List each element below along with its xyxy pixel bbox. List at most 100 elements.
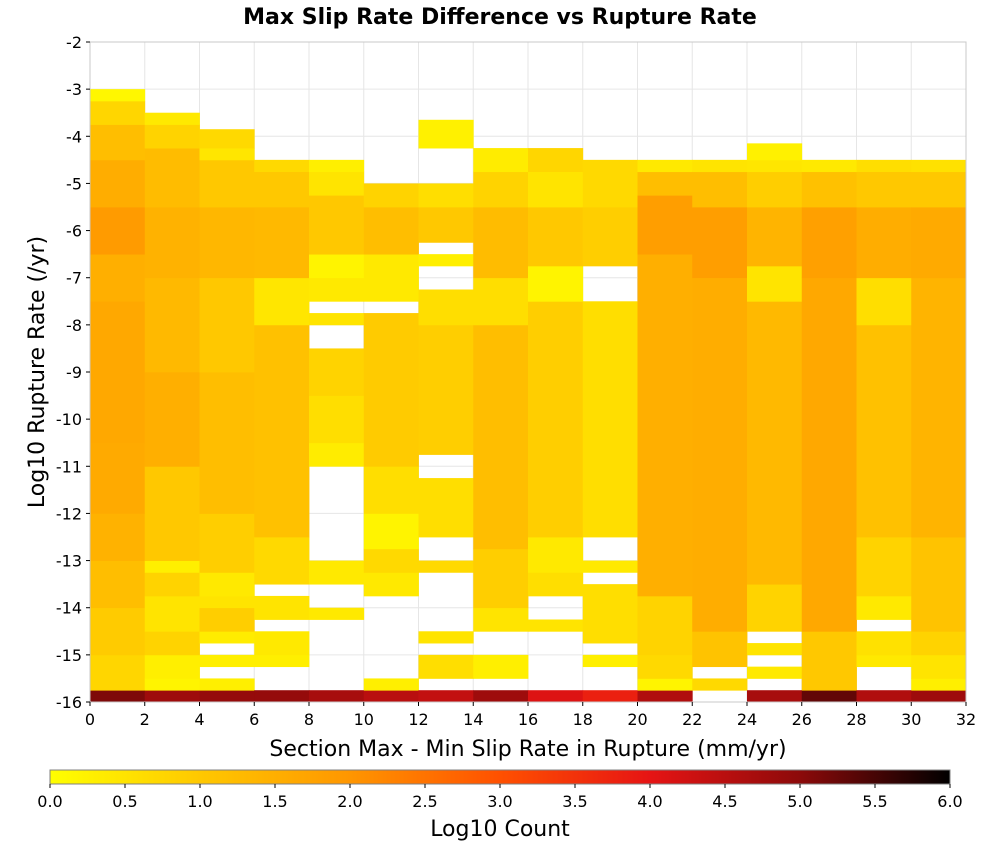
colorbar-tick-label: 3.0 xyxy=(487,792,512,811)
heatmap-cell xyxy=(199,631,255,644)
heatmap-cell xyxy=(309,277,365,302)
x-tick-label: 24 xyxy=(737,710,757,729)
heatmap-cell xyxy=(199,595,255,609)
colorbar-tick-label: 0.5 xyxy=(112,792,137,811)
heatmap-cell xyxy=(90,254,146,302)
y-tick-label: -12 xyxy=(56,504,82,523)
y-tick-label: -7 xyxy=(66,269,82,288)
heatmap-cell xyxy=(911,537,967,632)
heatmap-cell xyxy=(418,207,474,243)
heatmap-cell xyxy=(199,690,255,703)
x-tick-label: 30 xyxy=(901,710,921,729)
heatmap-cell xyxy=(856,631,912,656)
heatmap-cell xyxy=(528,572,584,597)
y-axis-title: Log10 Rupture Rate (/yr) xyxy=(25,236,50,508)
heatmap-cell xyxy=(199,277,255,373)
heatmap-cell xyxy=(199,159,255,208)
colorbar-tick-label: 6.0 xyxy=(937,792,962,811)
heatmap-cell xyxy=(363,548,419,573)
heatmap-cell xyxy=(90,560,146,609)
heatmap-cell xyxy=(363,183,419,208)
heatmap-cell xyxy=(144,560,200,573)
heatmap-cell xyxy=(90,207,146,255)
heatmap-cell xyxy=(144,112,200,125)
heatmap-cell xyxy=(363,572,419,597)
heatmap-cell xyxy=(637,171,693,196)
x-tick-label: 26 xyxy=(792,710,812,729)
x-tick-label: 16 xyxy=(518,710,538,729)
heatmap-cell xyxy=(911,277,967,538)
heatmap-cell xyxy=(254,690,310,703)
x-tick-label: 4 xyxy=(194,710,204,729)
heatmap-cell xyxy=(418,324,474,455)
heatmap-cell xyxy=(856,171,912,208)
heatmap-cell xyxy=(637,678,693,691)
heatmap-cell xyxy=(911,171,967,208)
heatmap-cell xyxy=(199,678,255,691)
heatmap-cell xyxy=(637,254,693,597)
y-tick-label: -2 xyxy=(66,33,82,52)
heatmap-cell xyxy=(856,537,912,597)
heatmap-cell xyxy=(254,277,310,326)
heatmap-cell xyxy=(473,654,529,679)
heatmap-cell xyxy=(528,537,584,573)
heatmap-cell xyxy=(90,654,146,691)
colorbar-tick-label: 4.5 xyxy=(712,792,737,811)
heatmap-cell xyxy=(582,159,638,208)
heatmap-cell xyxy=(144,572,200,597)
x-tick-label: 10 xyxy=(354,710,374,729)
colorbar-tick-label: 2.5 xyxy=(412,792,437,811)
heatmap-cell xyxy=(309,159,365,173)
heatmap-cell xyxy=(473,690,529,703)
colorbar-tick-label: 5.5 xyxy=(862,792,887,811)
heatmap-cell xyxy=(747,666,803,679)
heatmap-cell xyxy=(911,654,967,679)
heatmap-cell xyxy=(144,690,200,703)
heatmap-cell xyxy=(309,348,365,396)
heatmap-cell xyxy=(90,442,146,514)
y-tick-label: -6 xyxy=(66,222,82,241)
heatmap-cell xyxy=(582,584,638,644)
heatmap-cell xyxy=(309,313,365,326)
heatmap-cell xyxy=(473,207,529,279)
heatmap-cell xyxy=(528,265,584,302)
heatmap-cell xyxy=(90,89,146,102)
heatmap-cell xyxy=(637,159,693,173)
heatmap-cell xyxy=(473,148,529,173)
heatmap-cell xyxy=(473,607,529,632)
heatmap-cell xyxy=(856,595,912,620)
heatmap-cell xyxy=(747,301,803,585)
heatmap-cell xyxy=(747,643,803,656)
heatmap-cell xyxy=(90,513,146,561)
heatmap-cell xyxy=(309,442,365,467)
x-tick-label: 32 xyxy=(956,710,976,729)
heatmap-cell xyxy=(254,171,310,208)
heatmap-cell xyxy=(528,171,584,208)
heatmap-cell xyxy=(363,207,419,255)
heatmap-cell xyxy=(309,607,365,620)
heatmap-cell xyxy=(528,207,584,267)
heatmap-cell xyxy=(309,560,365,585)
heatmap-cell xyxy=(637,195,693,255)
heatmap-cell xyxy=(911,159,967,173)
heatmap-cell xyxy=(309,171,365,196)
heatmap-cell xyxy=(692,171,748,208)
colorbar-tick-label: 0.0 xyxy=(37,792,62,811)
heatmap-cell xyxy=(473,171,529,208)
heatmap-cell xyxy=(747,143,803,161)
x-tick-label: 22 xyxy=(682,710,702,729)
heatmap-cell xyxy=(528,619,584,632)
heatmap-cell xyxy=(692,159,748,173)
heatmap-cell xyxy=(528,690,584,703)
heatmap-cell xyxy=(856,690,912,703)
heatmap-cell xyxy=(747,171,803,208)
heatmap-cell xyxy=(254,207,310,279)
colorbar-ticks: 0.0 0.5 1.0 1.5 2.0 2.5 3.0 3.5 4.0 4.5 5.0 5.5 6.0 xyxy=(37,784,963,811)
heatmap-cell xyxy=(254,324,310,538)
y-tick-label: -4 xyxy=(66,127,82,146)
colorbar-tick-label: 3.5 xyxy=(562,792,587,811)
x-tick-label: 6 xyxy=(249,710,259,729)
heatmap-cell xyxy=(473,277,529,326)
